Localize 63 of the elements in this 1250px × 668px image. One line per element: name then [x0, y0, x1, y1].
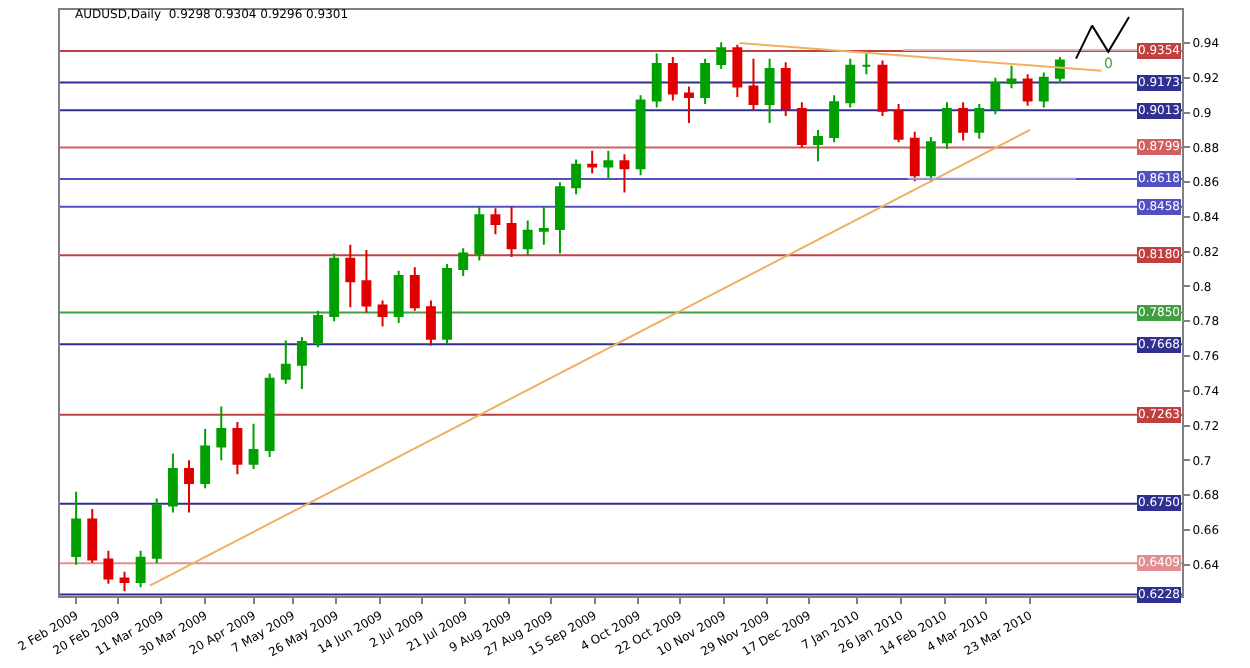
candlestick — [893, 102, 904, 144]
candlestick — [119, 570, 130, 593]
candlestick — [877, 59, 888, 118]
candlestick — [748, 57, 759, 112]
candlestick — [587, 149, 598, 175]
candlestick — [1054, 55, 1065, 85]
candlestick — [442, 262, 452, 345]
candlestick — [216, 405, 227, 462]
candlestick — [813, 128, 823, 163]
candlestick — [409, 266, 420, 312]
candlestick — [232, 421, 243, 476]
candlestick — [1006, 64, 1017, 90]
candlestick — [313, 309, 323, 349]
candlestick — [506, 205, 517, 258]
candlestick — [829, 94, 840, 144]
line-series — [1075, 15, 1131, 60]
candlestick — [635, 94, 646, 177]
candlestick — [538, 205, 549, 246]
candlestick — [345, 243, 356, 309]
candlestick — [651, 52, 662, 109]
candlestick — [667, 55, 678, 102]
candlestick — [264, 372, 275, 458]
candlestick — [248, 422, 259, 471]
candlestick — [716, 41, 727, 71]
candlestick — [151, 497, 162, 564]
candlestick — [958, 101, 969, 142]
candlestick — [393, 269, 404, 324]
candlestick — [684, 85, 694, 125]
candlestick — [361, 248, 372, 314]
candlestick — [280, 339, 291, 385]
candlestick — [571, 158, 582, 196]
candlestick — [296, 335, 307, 391]
candlestick — [184, 459, 194, 514]
candlestick — [425, 299, 436, 347]
candlestick — [619, 153, 630, 194]
candlestick — [990, 76, 1001, 116]
candlestick — [377, 299, 388, 328]
candlestick — [71, 490, 82, 566]
candlestick — [522, 219, 533, 257]
candlestick — [103, 549, 114, 585]
candlestick — [458, 247, 469, 278]
candlestick — [603, 149, 614, 180]
candlestick — [909, 130, 920, 183]
candlestick — [1022, 73, 1033, 107]
candlestick — [780, 61, 791, 118]
candlestick — [796, 101, 807, 149]
candlestick — [135, 549, 146, 589]
candlestick — [942, 101, 952, 151]
candlestick — [861, 52, 872, 76]
candlestick — [200, 428, 211, 490]
candlestick — [1038, 71, 1049, 109]
candlestick — [732, 43, 743, 98]
candlestick — [87, 508, 98, 564]
candlestick — [700, 57, 711, 105]
candlestick — [845, 57, 856, 109]
candlestick — [490, 207, 501, 236]
candlestick — [555, 181, 565, 255]
candlestick — [329, 252, 340, 323]
candlestick — [925, 135, 936, 184]
candlestick — [974, 102, 985, 140]
candlestick — [764, 57, 775, 125]
candlestick — [167, 452, 178, 514]
candlestick — [474, 205, 485, 262]
